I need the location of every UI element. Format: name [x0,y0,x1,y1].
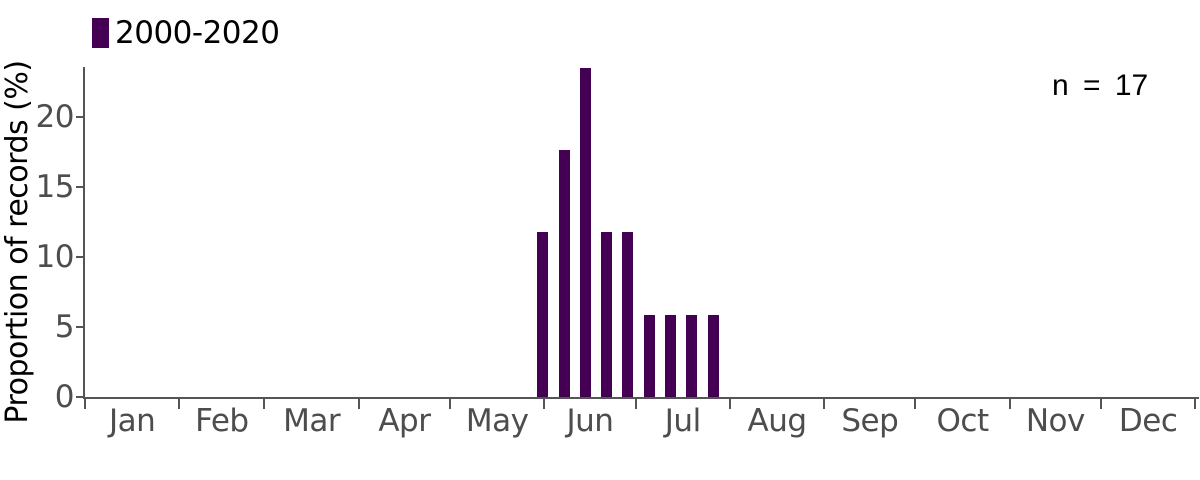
y-tick [76,256,84,258]
bar [622,232,634,397]
legend-color-swatch [92,18,109,48]
x-tick [1008,397,1011,409]
bar [665,314,677,397]
x-tick-label: Jan [108,403,156,439]
x-tick-label: Oct [936,403,990,439]
x-tick-label: Jun [566,403,614,439]
x-tick [1100,397,1102,409]
x-tick [543,397,546,409]
x-tick [263,397,266,409]
x-tick-label: Aug [747,403,808,439]
x-tick [914,397,917,409]
x-tick-label: Dec [1118,403,1178,439]
y-tick [76,116,84,118]
x-tick [178,397,181,409]
sample-size-annotation: n = 17 [1052,69,1149,102]
bar [707,314,719,397]
x-tick-label: Apr [378,403,431,439]
bar [643,314,655,397]
y-tick [76,326,84,328]
x-tick [634,397,637,409]
x-tick [449,397,452,409]
x-tick-label: Feb [195,403,249,439]
x-tick-label: Jul [664,403,701,439]
x-tick [728,397,731,409]
y-axis-line [83,67,85,399]
bar [601,232,613,397]
bar [558,149,570,397]
x-tick-label: Nov [1025,403,1086,439]
legend-label: 2000-2020 [115,15,280,51]
y-tick [76,396,84,398]
x-axis-line [83,397,1199,399]
x-tick-label: Mar [283,403,341,439]
x-tick [1194,397,1197,409]
y-tick-label: 0 [54,379,75,415]
y-tick-label: 20 [35,99,75,135]
x-tick [84,397,86,409]
bar [686,314,698,397]
y-tick-label: 5 [54,309,75,345]
y-tick-label: 15 [35,169,75,205]
bar [579,67,591,397]
x-tick-label: May [465,403,529,439]
y-tick-label: 10 [35,239,75,275]
y-tick [76,186,84,188]
x-tick [823,397,826,409]
legend: 2000-2020 [92,15,280,51]
bar [537,232,549,397]
x-tick [357,397,360,409]
x-tick-label: Sep [841,403,899,439]
